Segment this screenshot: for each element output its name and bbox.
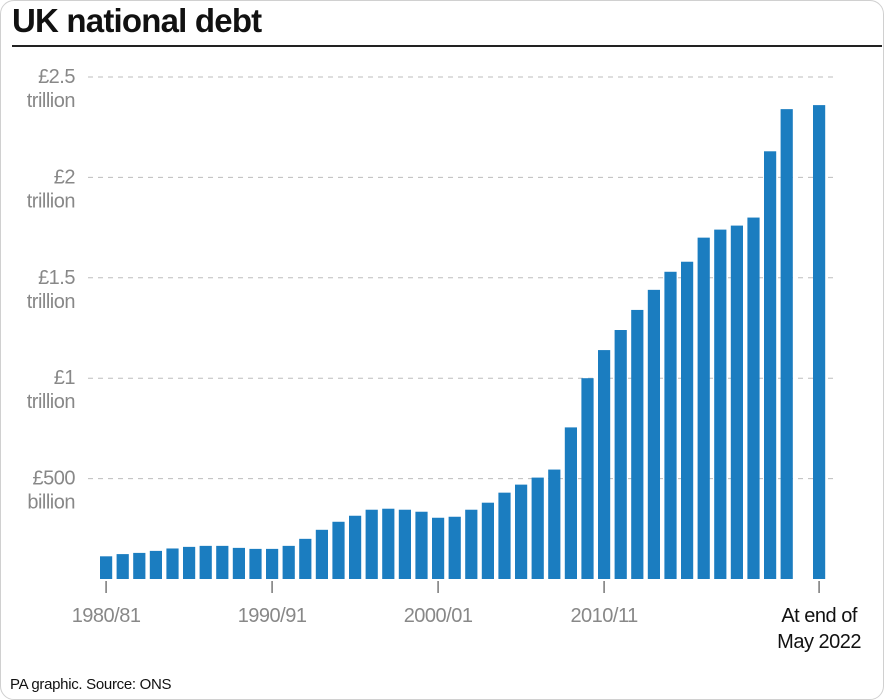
bar-2020-21 — [764, 151, 777, 579]
bar-2009-10 — [581, 378, 594, 579]
y-tick-unit: trillion — [27, 291, 75, 313]
x-tick-label: 2000/01 — [404, 605, 473, 627]
bar-2011-12 — [614, 330, 627, 579]
bar-1986-87 — [199, 545, 212, 579]
bar-2012-13 — [631, 309, 644, 579]
bar-2021-22 — [780, 109, 793, 580]
bar-1981-82 — [116, 554, 129, 579]
title-rule — [12, 45, 882, 47]
bar-1988-89 — [232, 547, 245, 579]
bar-1991-92 — [282, 545, 295, 579]
grid-lines — [88, 76, 838, 480]
bar-1998-99 — [398, 509, 411, 579]
y-tick-unit: trillion — [27, 391, 75, 413]
bars — [100, 105, 826, 580]
bar-1980-81 — [100, 556, 113, 579]
bar-1999-00 — [415, 511, 428, 579]
bar-1983-84 — [149, 550, 162, 579]
y-tick-unit: trillion — [27, 90, 75, 112]
bar-2013-14 — [647, 289, 660, 579]
y-tick-label: £1 — [54, 367, 76, 389]
bar-2018-19 — [730, 225, 743, 580]
bar-2006-07 — [531, 477, 544, 579]
bar-end-may-2022 — [813, 105, 826, 579]
bar-2010-11 — [598, 350, 611, 579]
bar-1985-86 — [183, 546, 196, 579]
bar-2015-16 — [681, 261, 694, 579]
y-tick-label: £500 — [33, 468, 76, 490]
bar-2014-15 — [664, 271, 677, 579]
x-tick-label: 1990/91 — [238, 605, 307, 627]
chart-title: UK national debt — [12, 2, 262, 39]
bar-1997-98 — [382, 508, 395, 579]
x-axis-labels: 1980/81 1990/91 2000/01 2010/11 At end of May… — [72, 605, 862, 653]
x-tick-label: 2010/11 — [570, 605, 638, 627]
y-tick-unit: billion — [27, 492, 75, 514]
x-axis-ticks — [105, 581, 820, 593]
y-tick-label: £2.5 — [38, 66, 75, 88]
bar-1982-83 — [133, 552, 146, 579]
y-tick-label: £2 — [54, 166, 76, 188]
bar-1984-85 — [166, 548, 179, 579]
bar-2000-01 — [432, 517, 445, 579]
bar-1994-95 — [332, 521, 345, 579]
bar-2004-05 — [498, 492, 511, 579]
bar-2002-03 — [465, 509, 478, 579]
bar-2003-04 — [481, 502, 494, 579]
bar-2016-17 — [697, 237, 710, 579]
bar-1989-90 — [249, 548, 262, 579]
bar-1995-96 — [349, 515, 362, 579]
x-tick-label: 1980/81 — [72, 605, 141, 627]
bar-2017-18 — [714, 229, 727, 579]
final-label-line1: At end of — [781, 605, 858, 627]
y-tick-label: £1.5 — [38, 267, 75, 289]
y-axis-labels: £500billion£1trillion£1.5trillion£2trill… — [27, 66, 76, 514]
bar-2019-20 — [747, 217, 760, 579]
bar-2001-02 — [448, 516, 461, 579]
bar-1990-91 — [266, 548, 279, 579]
y-tick-unit: trillion — [27, 190, 75, 212]
bar-2008-09 — [564, 427, 577, 579]
bar-2007-08 — [548, 469, 561, 579]
bar-1987-88 — [216, 545, 229, 579]
source-note: PA graphic. Source: ONS — [10, 676, 172, 693]
final-label-line2: May 2022 — [777, 631, 861, 653]
bar-1996-97 — [365, 509, 378, 579]
bar-1992-93 — [299, 538, 312, 579]
bar-1993-94 — [315, 529, 328, 579]
bar-2005-06 — [515, 484, 528, 579]
